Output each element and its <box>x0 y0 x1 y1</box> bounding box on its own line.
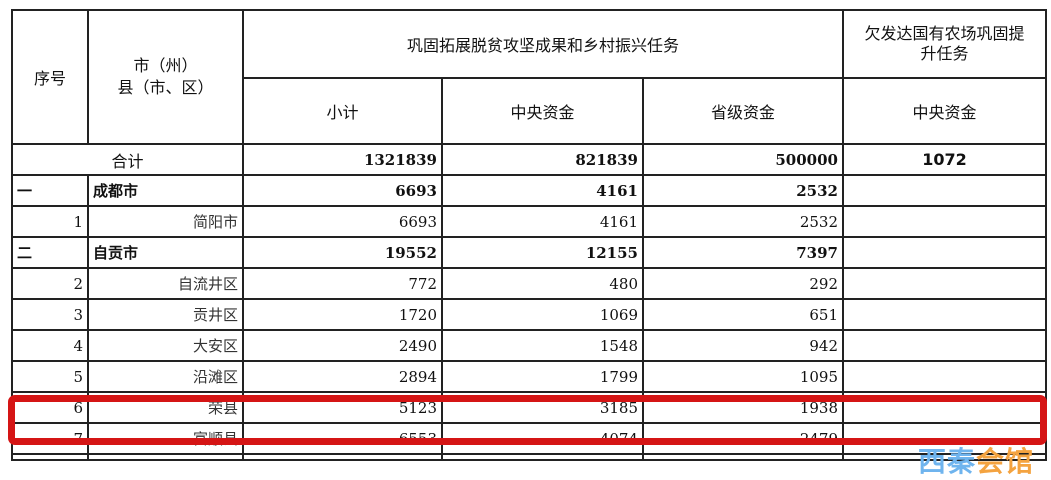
cell-seq: 1 <box>11 205 89 238</box>
header-subtotal: 小计 <box>242 77 443 145</box>
header-group-state-farm: 欠发达国有农场巩固提升任务 <box>842 9 1047 79</box>
cell-provincial: 292 <box>642 267 844 300</box>
cell-provincial: 651 <box>642 298 844 331</box>
cell-subtotal: 6693 <box>242 174 443 207</box>
cell-farm-central <box>842 174 1047 207</box>
cell-central: 12155 <box>441 236 644 269</box>
cell-name: 简阳市 <box>87 205 244 238</box>
cell-name: 富顺县 <box>87 422 244 455</box>
county-row: 2 自流井区 772 480 292 <box>11 267 1047 300</box>
county-row: 1 简阳市 6693 4161 2532 <box>11 205 1047 238</box>
cell-farm-central <box>842 267 1047 300</box>
total-central: 821839 <box>441 143 644 176</box>
header-region: 市（州） 县（市、区） <box>87 9 244 145</box>
funding-table: 序号 市（州） 县（市、区） 巩固拓展脱贫攻坚成果和乡村振兴任务 欠发达国有农场… <box>11 9 1047 461</box>
cell-central: 480 <box>441 267 644 300</box>
cell-central: 1799 <box>441 360 644 393</box>
cell-provincial: 2532 <box>642 174 844 207</box>
cell-provincial: 7397 <box>642 236 844 269</box>
cell-seq: 二 <box>11 236 89 269</box>
header-seq: 序号 <box>11 9 89 145</box>
cell-central: 4161 <box>441 174 644 207</box>
cell-name: 荣县 <box>87 391 244 424</box>
cell-seq: 5 <box>11 360 89 393</box>
header-central-funds: 中央资金 <box>441 77 644 145</box>
cell-name: 自流井区 <box>87 267 244 300</box>
total-subtotal: 1321839 <box>242 143 443 176</box>
cell-provincial: 2532 <box>642 205 844 238</box>
city-row: 一成都市 6693 4161 2532 <box>11 174 1047 207</box>
cell-subtotal: 6553 <box>242 422 443 455</box>
county-row: 6 荣县 5123 3185 1938 <box>11 391 1047 424</box>
cell-seq: 3 <box>11 298 89 331</box>
cell-seq: 一 <box>11 174 89 207</box>
cell-subtotal: 2490 <box>242 329 443 362</box>
header-provincial-funds: 省级资金 <box>642 77 844 145</box>
cell-seq: 2 <box>11 267 89 300</box>
watermark-part2: 会馆 <box>976 445 1035 478</box>
cell-seq: 6 <box>11 391 89 424</box>
cell-farm-central <box>842 329 1047 362</box>
cell-name: 大安区 <box>87 329 244 362</box>
cell-provincial: 1938 <box>642 391 844 424</box>
watermark-part1: 西秦 <box>918 445 977 478</box>
cell-central: 4074 <box>441 422 644 455</box>
cell-subtotal: 6693 <box>242 205 443 238</box>
cell-farm-central <box>842 236 1047 269</box>
cell-provincial: 1095 <box>642 360 844 393</box>
city-row: 二自贡市 19552 12155 7397 <box>11 236 1047 269</box>
total-farm-central: 1072 <box>842 143 1047 176</box>
cell-farm-central <box>842 391 1047 424</box>
cell-name: 自贡市 <box>87 236 244 269</box>
cell-subtotal: 5123 <box>242 391 443 424</box>
cell-central: 1548 <box>441 329 644 362</box>
cell-name: 贡井区 <box>87 298 244 331</box>
cell-seq: 4 <box>11 329 89 362</box>
cell-subtotal: 772 <box>242 267 443 300</box>
cell-farm-central <box>842 298 1047 331</box>
county-row: 5 沿滩区 2894 1799 1095 <box>11 360 1047 393</box>
cell-central: 3185 <box>441 391 644 424</box>
county-row: 3 贡井区 1720 1069 651 <box>11 298 1047 331</box>
cell-provincial: 942 <box>642 329 844 362</box>
header-farm-central-funds: 中央资金 <box>842 77 1047 145</box>
county-row: 7 富顺县 6553 4074 2479 <box>11 422 1047 455</box>
total-provincial: 500000 <box>642 143 844 176</box>
cell-farm-central <box>842 360 1047 393</box>
county-row: 4 大安区 2490 1548 942 <box>11 329 1047 362</box>
cell-central: 1069 <box>441 298 644 331</box>
total-label: 合计 <box>11 143 244 176</box>
cell-subtotal: 1720 <box>242 298 443 331</box>
header-group-rural-revitalization: 巩固拓展脱贫攻坚成果和乡村振兴任务 <box>242 9 844 79</box>
total-row: 合计 1321839 821839 500000 1072 <box>11 143 1047 176</box>
watermark-logo: 西秦会馆 <box>918 440 1034 480</box>
cell-farm-central <box>842 205 1047 238</box>
cell-subtotal: 2894 <box>242 360 443 393</box>
cell-name: 沿滩区 <box>87 360 244 393</box>
cell-seq: 7 <box>11 422 89 455</box>
cell-name: 成都市 <box>87 174 244 207</box>
cell-central: 4161 <box>441 205 644 238</box>
cell-subtotal: 19552 <box>242 236 443 269</box>
cell-provincial: 2479 <box>642 422 844 455</box>
